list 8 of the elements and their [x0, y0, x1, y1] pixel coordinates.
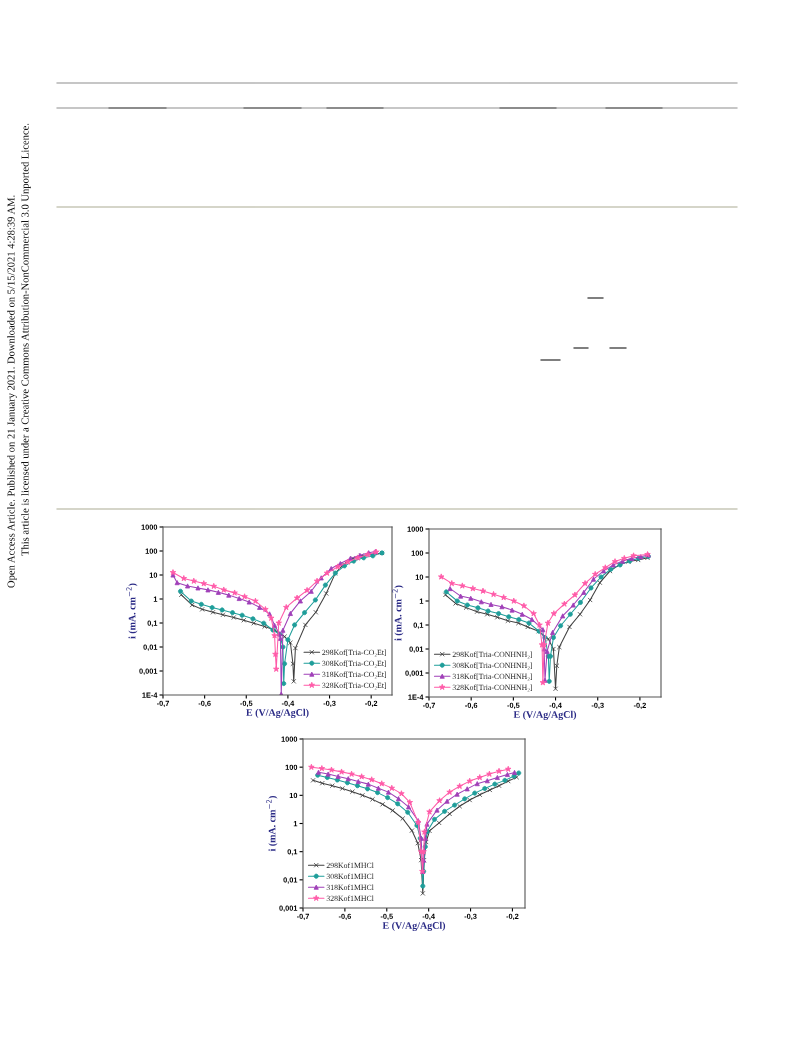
text: Open Access Article. Published on 21 January 2021. Downloaded on 5/15/2021 4:28:39 AM. [7, 195, 17, 588]
x-axis-title: E (V/Ag/AgCl) [513, 710, 577, 720]
text: This article is licensed under a Creative Commons Attribution-NonCommercial 3.0 Unported Licence. [21, 123, 31, 556]
y-axis-title: i (mA. cm$^{−2}$) [266, 795, 278, 852]
x-axis-title: E (V/Ag/AgCl) [382, 921, 446, 931]
x-axis-title: E (V/Ag/AgCl) [246, 708, 309, 718]
y-axis-title: i (mA. cm$^{−2}$) [126, 583, 138, 639]
y-axis-title: i (mA. cm$^{−2}$) [392, 585, 404, 641]
